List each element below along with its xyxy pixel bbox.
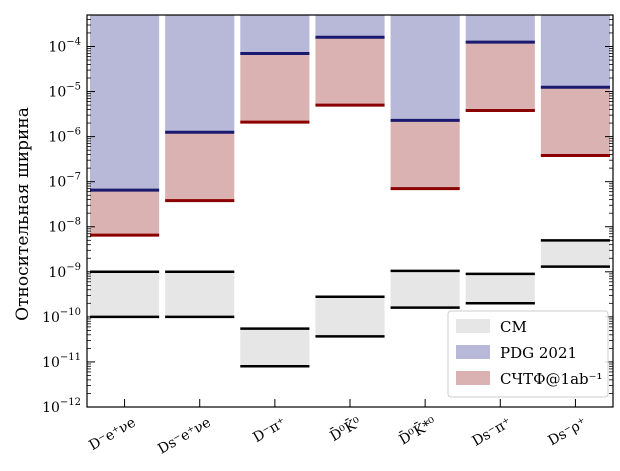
bar-2-2 xyxy=(240,53,310,123)
bar-0-4 xyxy=(390,270,460,308)
bar-0-5 xyxy=(465,273,535,304)
y-tick-label: 10−9 xyxy=(48,262,81,281)
y-tick-label: 10−11 xyxy=(42,352,81,371)
x-tick-label: Ds⁻ρ⁺ xyxy=(546,415,590,450)
bar-1-6 xyxy=(540,15,610,88)
y-tick-label: 10−4 xyxy=(48,36,81,55)
bar-1-4 xyxy=(390,15,460,121)
y-tick-label: 10−8 xyxy=(48,217,81,236)
bar-1-2 xyxy=(240,15,310,54)
legend-swatch-2 xyxy=(456,371,490,385)
bar-0-3 xyxy=(315,296,385,337)
bar-2-1 xyxy=(165,132,235,201)
y-tick-label: 10−5 xyxy=(48,82,81,101)
x-tick-label: Ds⁻π⁺ xyxy=(470,415,515,450)
bar-0-0 xyxy=(90,271,160,317)
x-tick-label: D̄⁰K̄*⁰ xyxy=(396,413,440,448)
x-tick-label: D⁻e⁺νe xyxy=(86,415,138,454)
bar-2-3 xyxy=(315,37,385,106)
bar-2-5 xyxy=(465,42,535,111)
legend-label-0: СМ xyxy=(500,318,527,336)
x-tick-label: Ds⁻e⁺νe xyxy=(155,415,213,458)
bar-1-1 xyxy=(165,15,235,133)
y-tick-label: 10−6 xyxy=(48,127,81,146)
bar-1-3 xyxy=(315,15,385,38)
bar-2-6 xyxy=(540,87,610,156)
bar-2-0 xyxy=(90,190,160,236)
bar-0-6 xyxy=(540,240,610,267)
bar-2-4 xyxy=(390,120,460,189)
bar-1-5 xyxy=(465,15,535,43)
legend-label-2: СЧТФ@1ab⁻¹ xyxy=(500,370,603,388)
legend-swatch-0 xyxy=(456,319,490,333)
legend-label-1: PDG 2021 xyxy=(500,344,577,362)
legend: СМ PDG 2021 СЧТФ@1ab⁻¹ xyxy=(447,310,609,398)
y-tick-label: 10−7 xyxy=(48,172,81,191)
x-tick-label: D⁻π⁺ xyxy=(250,415,289,446)
bar-0-2 xyxy=(240,328,310,367)
y-axis-label: Относительная ширина xyxy=(13,107,33,321)
bar-0-1 xyxy=(165,271,235,317)
x-tick-label: D̄⁰K̄⁰ xyxy=(327,413,365,445)
legend-swatch-1 xyxy=(456,345,490,359)
y-tick-label: 10−10 xyxy=(42,307,81,326)
y-tick-label: 10−12 xyxy=(42,397,81,416)
bar-1-0 xyxy=(90,15,160,191)
bars-layer xyxy=(90,15,610,368)
